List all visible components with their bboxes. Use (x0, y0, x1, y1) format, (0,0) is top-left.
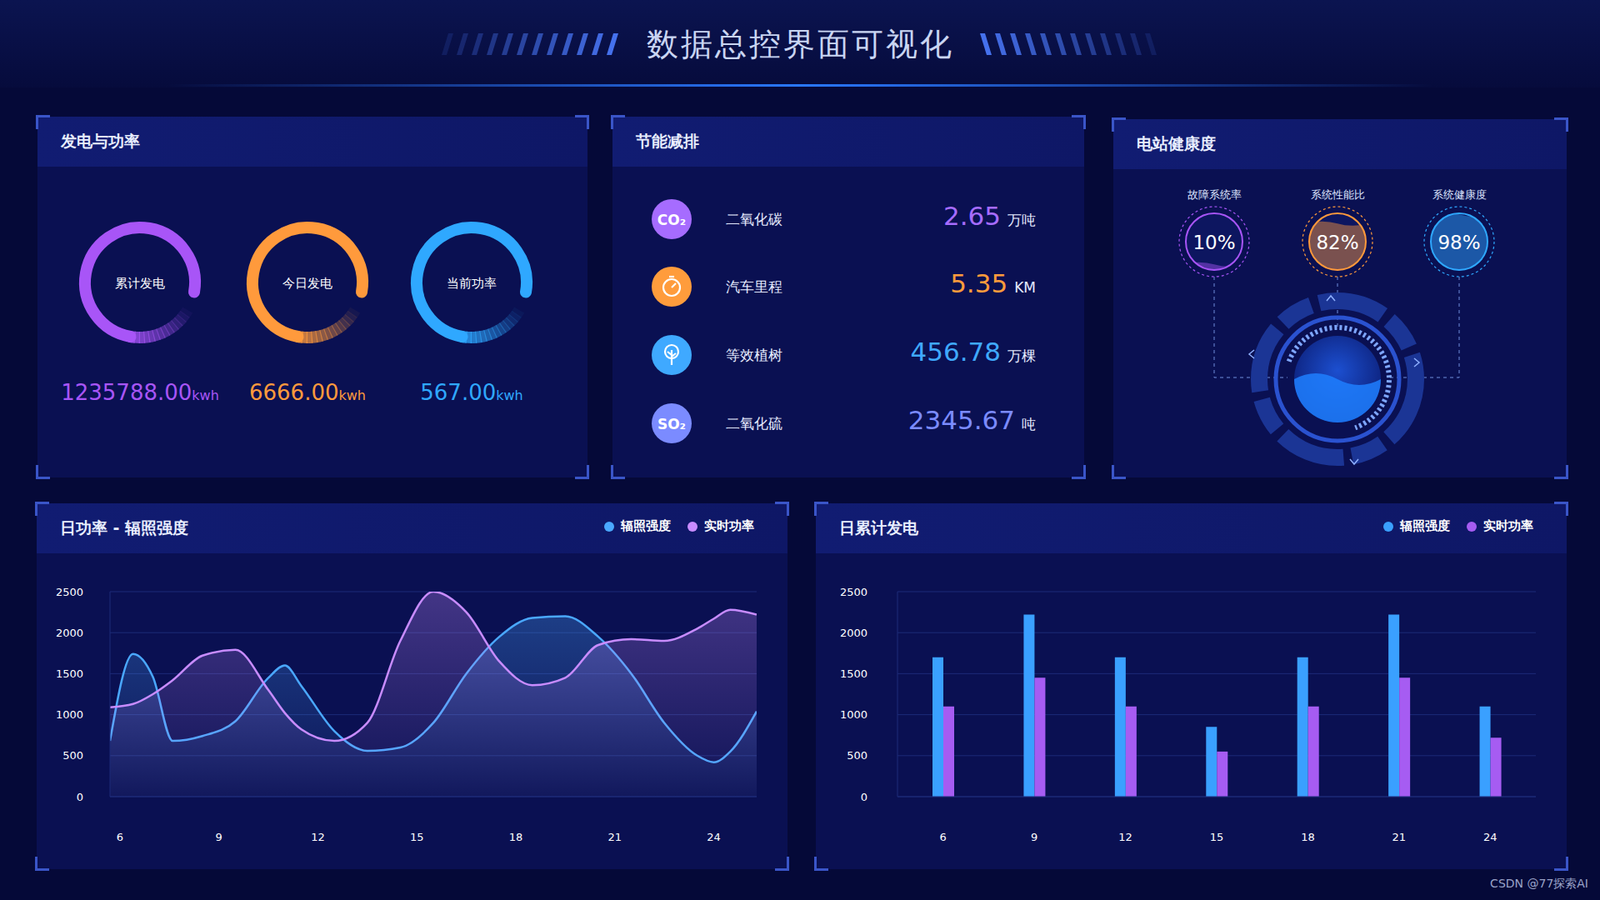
svg-text:500: 500 (62, 749, 84, 762)
html-text:等效植树: 等效植树 (725, 346, 783, 364)
svg-text:10%: 10% (1192, 231, 1235, 254)
html-text:实时功率: 实时功率 (1483, 518, 1534, 534)
svg-text:系统性能比: 系统性能比 (1310, 188, 1365, 201)
svg-text:9: 9 (215, 830, 223, 844)
svg-text:18: 18 (1300, 830, 1315, 844)
svg-text:98%: 98% (1437, 231, 1480, 254)
svg-text:24: 24 (706, 830, 721, 844)
html-text:二氧化硫: 二氧化硫 (725, 415, 783, 432)
svg-text:2000: 2000 (840, 626, 868, 640)
svg-text:15: 15 (1210, 830, 1225, 844)
svg-text:18: 18 (509, 830, 524, 844)
html-text:日功率 - 辐照强度: 日功率 - 辐照强度 (60, 518, 189, 537)
svg-text:SO₂: SO₂ (657, 415, 686, 433)
svg-text:24: 24 (1483, 830, 1498, 844)
html-text:6666.00kwh: 6666.00kwh (249, 380, 366, 405)
html-text:汽车里程: 汽车里程 (725, 278, 783, 295)
svg-text:6: 6 (940, 830, 947, 844)
html-text:数据总控界面可视化: 数据总控界面可视化 (646, 25, 954, 63)
svg-text:1000: 1000 (55, 708, 84, 721)
html-text:二氧化碳: 二氧化碳 (725, 210, 783, 228)
svg-text:1000: 1000 (840, 708, 868, 721)
html-text:节能减排: 节能减排 (635, 131, 700, 150)
svg-text:CO₂: CO₂ (657, 211, 686, 229)
svg-text:今日发电: 今日发电 (282, 275, 333, 291)
html-text:实时功率: 实时功率 (704, 518, 755, 534)
html-text:5.35 KM: 5.35 KM (950, 268, 1036, 299)
html-text:2345.67 吨: 2345.67 吨 (908, 405, 1036, 435)
svg-text:当前功率: 当前功率 (446, 275, 497, 291)
html-text:日累计发电: 日累计发电 (839, 518, 919, 537)
svg-text:21: 21 (1392, 830, 1407, 844)
svg-text:9: 9 (1030, 830, 1038, 844)
svg-text:2500: 2500 (55, 585, 84, 599)
svg-text:21: 21 (607, 830, 622, 844)
svg-text:故障系统率: 故障系统率 (1187, 188, 1242, 201)
svg-text:2000: 2000 (55, 626, 84, 640)
svg-text:0: 0 (76, 790, 84, 804)
svg-text:6: 6 (116, 830, 124, 844)
svg-text:系统健康度: 系统健康度 (1432, 188, 1487, 201)
html-text:辐照强度: 辐照强度 (1400, 518, 1450, 534)
html-text:1235788.00kwh: 1235788.00kwh (61, 380, 219, 405)
svg-text:15: 15 (410, 830, 425, 844)
svg-text:82%: 82% (1315, 231, 1359, 254)
svg-text:累计发电: 累计发电 (115, 275, 165, 291)
svg-text:0: 0 (860, 790, 868, 804)
html-text:456.78 万棵: 456.78 万棵 (910, 336, 1036, 367)
svg-text:12: 12 (310, 830, 325, 844)
svg-text:2500: 2500 (840, 585, 868, 599)
svg-text:1500: 1500 (840, 667, 868, 680)
html-text:CSDN @77探索AI: CSDN @77探索AI (1490, 876, 1589, 890)
html-text:辐照强度: 辐照强度 (620, 518, 671, 534)
svg-text:500: 500 (846, 749, 868, 762)
html-text:发电与功率: 发电与功率 (60, 131, 140, 150)
svg-text:12: 12 (1118, 830, 1133, 844)
html-text:电站健康度: 电站健康度 (1136, 134, 1216, 153)
html-text:2.65 万吨: 2.65 万吨 (943, 200, 1036, 231)
svg-text:1500: 1500 (55, 667, 84, 680)
html-text:567.00kwh: 567.00kwh (420, 380, 524, 405)
